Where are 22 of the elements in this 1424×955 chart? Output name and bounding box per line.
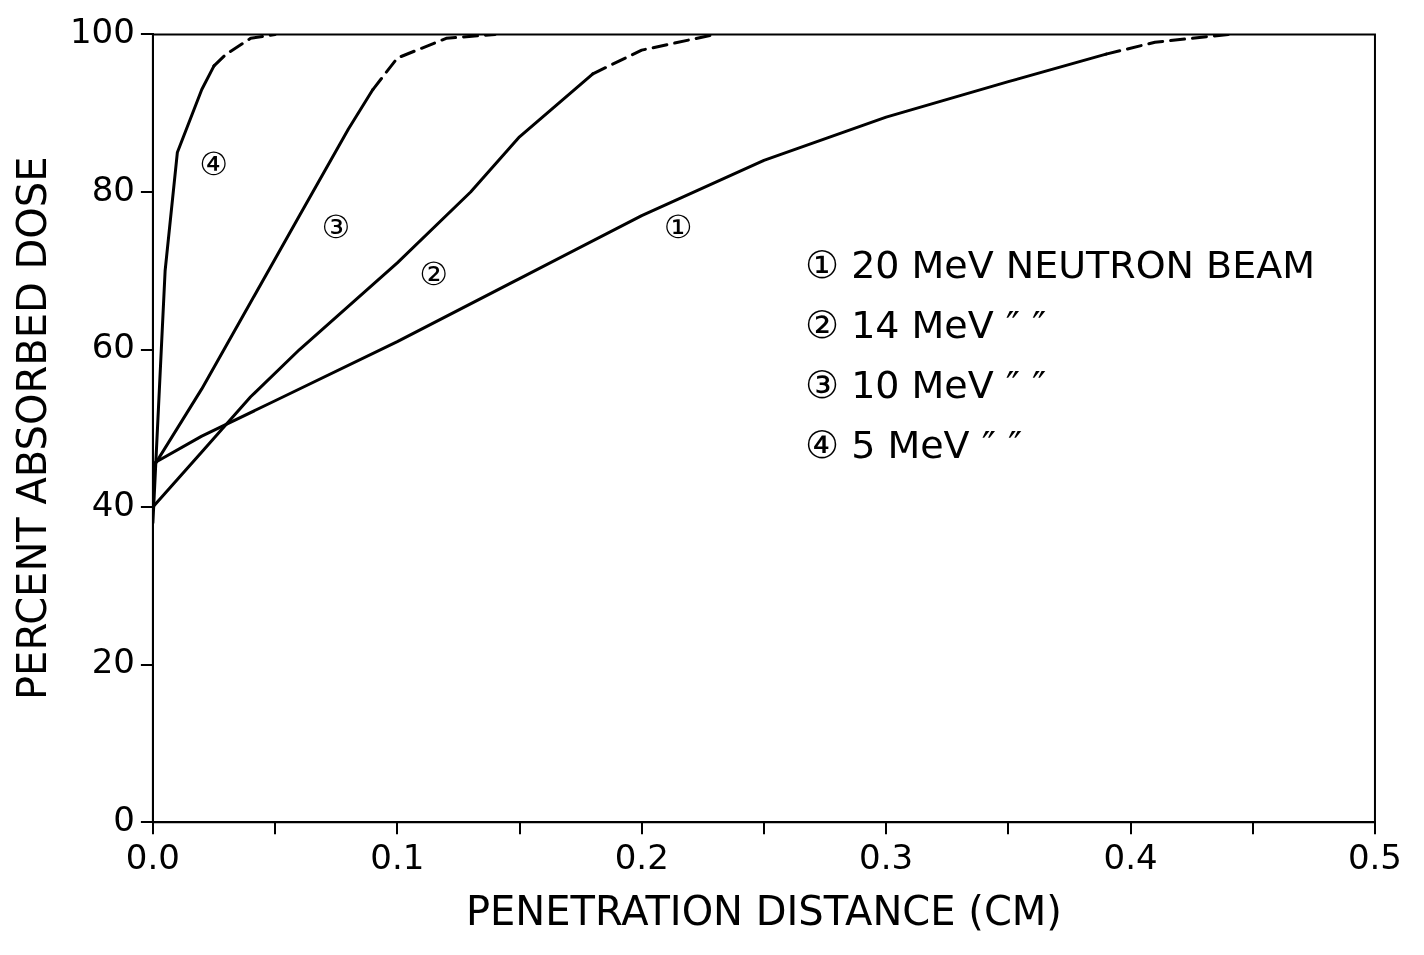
x-tick-label: 0.1: [370, 837, 425, 878]
x-tick-label: 0.4: [1103, 837, 1158, 878]
annotation: ② 14 MeV ″ ″: [805, 303, 1047, 348]
y-tick-label: 100: [69, 11, 135, 52]
annotation: ③ 10 MeV ″ ″: [805, 363, 1047, 408]
series-label: ②: [419, 255, 448, 294]
x-tick-label: 0.0: [125, 837, 180, 878]
y-tick-label: 60: [91, 326, 135, 367]
x-axis-title: PENETRATION DISTANCE (CM): [465, 888, 1062, 935]
x-tick-label: 0.5: [1347, 837, 1402, 878]
x-tick-label: 0.2: [614, 837, 669, 878]
annotation: ① 20 MeV NEUTRON BEAM: [805, 243, 1315, 288]
series-label: ①: [663, 207, 693, 246]
series-label: ④: [199, 144, 229, 183]
annotation: ④ 5 MeV ″ ″: [805, 423, 1023, 468]
y-tick-label: 80: [91, 168, 135, 209]
y-axis-title: PERCENT ABSORBED DOSE: [9, 156, 56, 701]
series-label: ③: [321, 207, 351, 246]
y-tick-label: 20: [91, 641, 135, 682]
x-tick-label: 0.3: [859, 837, 914, 878]
y-tick-label: 0: [113, 799, 135, 840]
y-tick-label: 40: [91, 483, 135, 524]
